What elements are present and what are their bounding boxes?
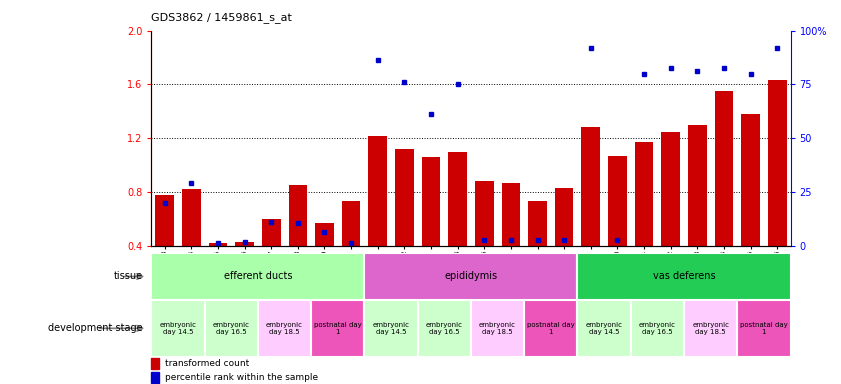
Text: GDS3862 / 1459861_s_at: GDS3862 / 1459861_s_at — [151, 12, 293, 23]
Bar — [555, 188, 574, 246]
Text: transformed count: transformed count — [166, 359, 250, 368]
Text: postnatal day
1: postnatal day 1 — [740, 322, 788, 335]
Text: postnatal day
1: postnatal day 1 — [527, 322, 574, 335]
Bar — [715, 91, 733, 246]
Bar — [315, 223, 334, 246]
Text: epididymis: epididymis — [444, 271, 498, 281]
Bar — [684, 300, 738, 357]
Text: embryonic
day 18.5: embryonic day 18.5 — [692, 322, 729, 335]
Bar — [341, 201, 361, 246]
Text: percentile rank within the sample: percentile rank within the sample — [166, 373, 319, 382]
Bar — [209, 243, 227, 246]
Text: embryonic
day 16.5: embryonic day 16.5 — [213, 322, 250, 335]
Text: embryonic
day 14.5: embryonic day 14.5 — [160, 322, 197, 335]
Bar — [182, 189, 201, 246]
Text: embryonic
day 14.5: embryonic day 14.5 — [585, 322, 622, 335]
Bar — [395, 149, 414, 246]
Bar — [311, 300, 364, 357]
Bar — [578, 253, 791, 300]
Bar — [204, 300, 258, 357]
Text: postnatal day
1: postnatal day 1 — [314, 322, 362, 335]
Text: development stage: development stage — [48, 323, 143, 333]
Bar — [421, 157, 441, 246]
Bar — [151, 300, 204, 357]
Bar — [288, 185, 307, 246]
Bar — [581, 127, 600, 246]
Bar — [741, 114, 760, 246]
Bar — [418, 300, 471, 357]
Bar — [475, 181, 494, 246]
Bar — [524, 300, 578, 357]
Bar — [262, 219, 281, 246]
Bar — [364, 300, 418, 357]
Bar — [364, 253, 578, 300]
Bar — [631, 300, 684, 357]
Text: embryonic
day 18.5: embryonic day 18.5 — [266, 322, 303, 335]
Bar — [368, 136, 387, 246]
Text: tissue: tissue — [114, 271, 143, 281]
Bar — [635, 142, 653, 246]
Bar — [688, 125, 706, 246]
Bar — [448, 152, 467, 246]
Bar — [661, 131, 680, 246]
Text: embryonic
day 16.5: embryonic day 16.5 — [426, 322, 463, 335]
Bar — [738, 300, 791, 357]
Bar — [768, 81, 786, 246]
Bar — [578, 300, 631, 357]
Text: embryonic
day 16.5: embryonic day 16.5 — [639, 322, 676, 335]
Bar — [608, 156, 627, 246]
Bar — [151, 372, 159, 382]
Bar — [528, 201, 547, 246]
Text: efferent ducts: efferent ducts — [224, 271, 292, 281]
Bar — [258, 300, 311, 357]
Text: embryonic
day 18.5: embryonic day 18.5 — [479, 322, 516, 335]
Bar — [156, 195, 174, 246]
Text: vas deferens: vas deferens — [653, 271, 716, 281]
Bar — [471, 300, 524, 357]
Bar — [501, 183, 521, 246]
Bar — [151, 253, 364, 300]
Bar — [151, 359, 159, 369]
Text: embryonic
day 14.5: embryonic day 14.5 — [373, 322, 410, 335]
Bar — [235, 242, 254, 246]
